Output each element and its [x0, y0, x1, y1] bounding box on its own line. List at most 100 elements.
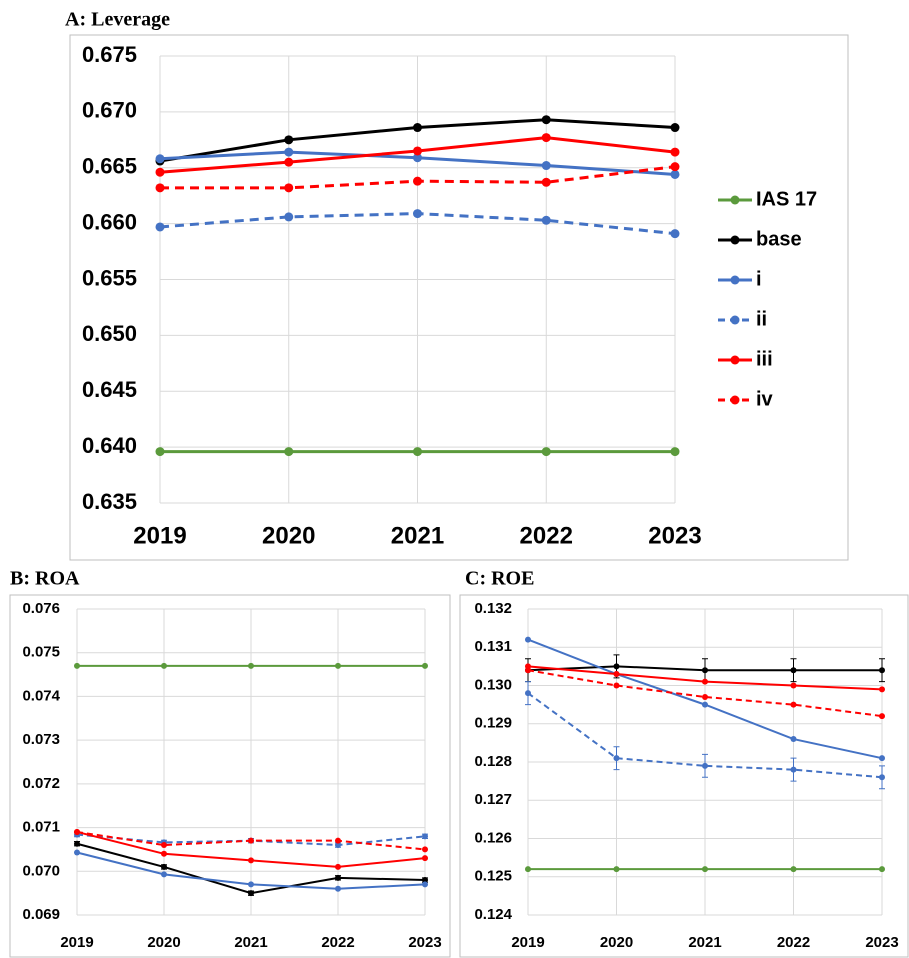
legend-label: iv [756, 388, 774, 410]
legend-label: ii [756, 308, 767, 330]
x-tick-label: 2023 [648, 522, 701, 549]
data-point [284, 212, 294, 222]
data-point [879, 774, 885, 781]
data-point [413, 447, 422, 457]
data-point [413, 146, 422, 156]
x-tick-label: 2022 [777, 934, 810, 951]
data-point [284, 147, 294, 157]
data-point [422, 855, 428, 862]
y-tick-label: 0.129 [474, 715, 512, 732]
data-point [790, 866, 797, 873]
x-tick-label: 2023 [408, 934, 441, 951]
data-point [670, 229, 680, 239]
y-tick-label: 0.124 [474, 906, 512, 923]
y-tick-label: 0.131 [474, 638, 512, 655]
data-point [284, 135, 294, 145]
y-tick-label: 0.126 [474, 829, 512, 846]
series-line [527, 692, 883, 779]
x-tick-label: 2020 [147, 934, 180, 951]
data-point [670, 123, 680, 133]
data-point [248, 881, 254, 888]
data-point [670, 162, 680, 172]
data-point [161, 850, 167, 857]
y-tick-label: 0.074 [22, 687, 60, 704]
data-point [702, 762, 708, 769]
y-tick-label: 0.675 [82, 42, 137, 67]
data-point [74, 849, 80, 856]
data-point [422, 881, 428, 888]
data-point [525, 690, 531, 697]
x-tick-label: 2023 [865, 934, 898, 951]
y-tick-label: 0.069 [22, 906, 60, 923]
data-point [702, 701, 708, 708]
legend-label: IAS 17 [756, 188, 817, 210]
data-point [613, 755, 620, 762]
data-point [670, 169, 680, 179]
x-tick-label: 2021 [688, 934, 721, 951]
data-point [161, 842, 167, 849]
y-tick-label: 0.076 [22, 600, 60, 617]
y-tick-label: 0.073 [22, 731, 60, 748]
y-tick-label: 0.645 [82, 377, 137, 402]
x-tick-label: 2022 [520, 522, 573, 549]
data-point [161, 871, 167, 878]
data-point [422, 877, 428, 884]
data-point [541, 215, 551, 225]
y-tick-label: 0.128 [474, 753, 512, 770]
y-tick-label: 0.635 [82, 489, 137, 514]
data-point [155, 222, 165, 232]
panel-title: C: ROE [465, 568, 534, 590]
legend-marker [730, 395, 740, 405]
data-point [248, 837, 254, 844]
data-point [155, 154, 165, 164]
panel-title: A: Leverage [65, 9, 170, 31]
x-tick-label: 2020 [600, 934, 633, 951]
y-tick-label: 0.070 [22, 862, 60, 879]
data-point [879, 713, 885, 720]
legend-marker [730, 355, 740, 365]
data-point [541, 447, 551, 457]
data-point [284, 157, 294, 167]
data-point [702, 866, 708, 873]
data-point [413, 153, 422, 163]
legend-label: i [756, 268, 762, 290]
data-point [248, 662, 254, 669]
data-point [702, 693, 708, 700]
data-point [161, 662, 167, 669]
x-tick-label: 2020 [262, 522, 315, 549]
data-point [879, 686, 885, 693]
y-tick-label: 0.072 [22, 775, 60, 792]
data-point [335, 863, 341, 870]
data-point [541, 177, 551, 187]
data-point [613, 682, 620, 689]
y-tick-label: 0.640 [82, 433, 137, 458]
data-point [155, 447, 165, 457]
x-tick-label: 2019 [133, 522, 186, 549]
x-tick-label: 2019 [60, 934, 93, 951]
legend-label: iii [756, 348, 773, 370]
data-point [422, 662, 428, 669]
x-tick-label: 2021 [391, 522, 444, 549]
data-point [790, 766, 797, 773]
data-point [74, 662, 80, 669]
data-point [613, 866, 620, 873]
y-tick-label: 0.127 [474, 791, 512, 808]
data-point [879, 667, 885, 674]
data-point [335, 885, 341, 892]
data-point [413, 209, 422, 219]
data-point [702, 678, 708, 685]
y-tick-label: 0.660 [82, 209, 137, 234]
y-tick-label: 0.130 [474, 676, 512, 693]
data-point [422, 846, 428, 853]
data-point [525, 667, 531, 674]
data-point [422, 833, 428, 840]
x-tick-label: 2021 [234, 934, 267, 951]
data-point [335, 842, 341, 849]
data-point [879, 755, 885, 762]
data-point [613, 663, 620, 670]
data-point [155, 167, 165, 177]
y-tick-label: 0.650 [82, 321, 137, 346]
y-tick-label: 0.075 [22, 644, 60, 661]
y-tick-label: 0.670 [82, 98, 137, 123]
